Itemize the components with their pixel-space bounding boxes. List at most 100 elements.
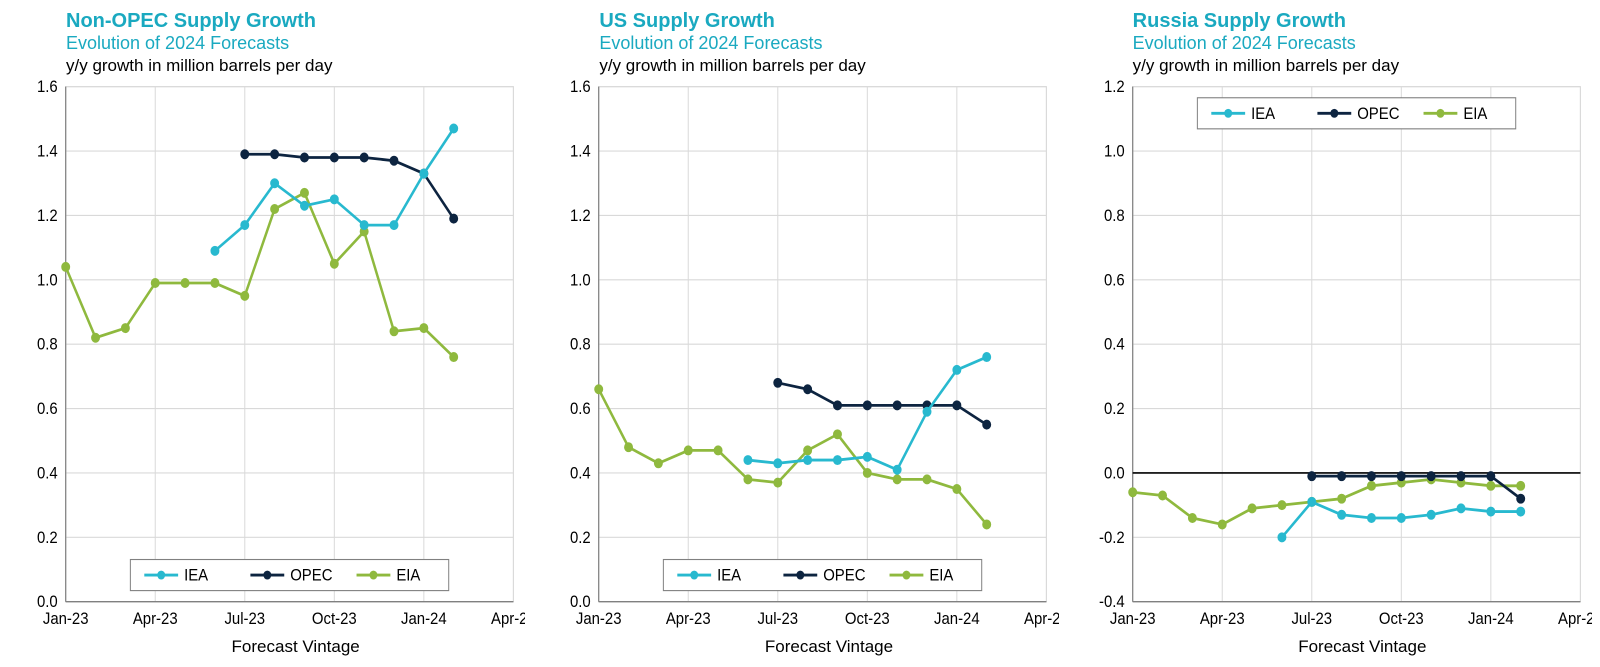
series-marker-iea: [390, 221, 398, 230]
series-marker-opec: [953, 401, 961, 410]
series-marker-eia: [864, 469, 872, 478]
series-marker-eia: [241, 291, 249, 300]
y-tick-label: 0.2: [1104, 400, 1125, 418]
y-tick-label: 1.4: [570, 143, 591, 161]
series-marker-eia: [1367, 481, 1375, 490]
y-tick-label: 1.2: [37, 207, 58, 225]
x-tick-label: Apr-24: [491, 610, 525, 628]
y-tick-label: 0.2: [570, 529, 591, 547]
series-marker-iea: [834, 456, 842, 465]
x-tick-label: Jan-24: [934, 610, 980, 628]
series-marker-eia: [1337, 494, 1345, 503]
y-axis-label: y/y growth in million barrels per day: [599, 56, 1058, 76]
legend-label-iea: IEA: [1251, 105, 1275, 123]
series-marker-opec: [894, 401, 902, 410]
x-axis-label: Forecast Vintage: [66, 637, 525, 657]
x-tick-label: Jan-23: [1110, 610, 1156, 628]
titles: US Supply GrowthEvolution of 2024 Foreca…: [599, 10, 1058, 76]
series-marker-eia: [121, 324, 129, 333]
series-marker-eia: [62, 262, 70, 271]
series-marker-eia: [595, 385, 603, 394]
plot-area: 0.00.20.40.60.81.01.21.41.6Jan-23Apr-23J…: [8, 80, 525, 635]
series-marker-iea: [864, 452, 872, 461]
y-tick-label: 0.6: [37, 400, 58, 418]
x-tick-label: Oct-23: [1379, 610, 1424, 628]
series-marker-opec: [983, 420, 991, 429]
panel-russia: Russia Supply GrowthEvolution of 2024 Fo…: [1067, 0, 1600, 667]
series-marker-opec: [1397, 472, 1405, 481]
y-tick-label: 0.8: [570, 336, 591, 354]
titles: Russia Supply GrowthEvolution of 2024 Fo…: [1133, 10, 1592, 76]
x-tick-label: Jul-23: [224, 610, 265, 628]
x-tick-label: Apr-23: [1200, 610, 1245, 628]
series-marker-opec: [1367, 472, 1375, 481]
chart-title: Russia Supply Growth: [1133, 10, 1592, 33]
series-marker-iea: [300, 201, 308, 210]
series-marker-iea: [1457, 504, 1465, 513]
series-marker-iea: [211, 246, 219, 255]
series-marker-eia: [271, 205, 279, 214]
series-marker-eia: [1128, 488, 1136, 497]
series-marker-eia: [1218, 520, 1226, 529]
legend-label-eia: EIA: [930, 567, 954, 585]
legend-label-eia: EIA: [396, 567, 420, 585]
y-tick-label: 0.4: [570, 465, 591, 483]
series-marker-eia: [450, 353, 458, 362]
series-marker-opec: [330, 153, 338, 162]
series-marker-iea: [1397, 514, 1405, 523]
x-tick-label: Jan-23: [43, 610, 89, 628]
series-marker-iea: [1367, 514, 1375, 523]
series-marker-eia: [804, 446, 812, 455]
legend-marker-iea: [157, 571, 165, 580]
legend-label-iea: IEA: [717, 567, 741, 585]
y-tick-label: 1.2: [1104, 80, 1125, 96]
series-marker-eia: [834, 430, 842, 439]
y-tick-label: 0.6: [1104, 272, 1125, 290]
series-marker-iea: [744, 456, 752, 465]
series-marker-eia: [953, 485, 961, 494]
y-tick-label: 0.2: [37, 529, 58, 547]
legend-marker-eia: [369, 571, 377, 580]
chart-title: US Supply Growth: [599, 10, 1058, 33]
x-tick-label: Apr-24: [1024, 610, 1058, 628]
series-marker-eia: [1487, 481, 1495, 490]
series-marker-opec: [1457, 472, 1465, 481]
legend-label-opec: OPEC: [824, 567, 866, 585]
series-marker-iea: [1487, 507, 1495, 516]
y-tick-label: 0.6: [570, 400, 591, 418]
legend-marker-opec: [263, 571, 271, 580]
x-tick-label: Jan-24: [401, 610, 447, 628]
series-marker-opec: [271, 150, 279, 159]
series-marker-iea: [894, 465, 902, 474]
y-axis-label: y/y growth in million barrels per day: [66, 56, 525, 76]
series-marker-eia: [923, 475, 931, 484]
series-marker-iea: [330, 195, 338, 204]
series-marker-iea: [1278, 533, 1286, 542]
chart-subtitle: Evolution of 2024 Forecasts: [599, 33, 1058, 54]
y-tick-label: 0.0: [37, 594, 58, 612]
series-marker-eia: [211, 279, 219, 288]
series-marker-opec: [834, 401, 842, 410]
legend-label-iea: IEA: [184, 567, 208, 585]
y-tick-label: 0.4: [1104, 336, 1125, 354]
series-marker-opec: [450, 214, 458, 223]
x-axis-label: Forecast Vintage: [1133, 637, 1592, 657]
series-marker-eia: [744, 475, 752, 484]
x-tick-label: Apr-24: [1558, 610, 1592, 628]
chart-title: Non-OPEC Supply Growth: [66, 10, 525, 33]
legend-marker-eia: [1436, 109, 1444, 118]
series-marker-iea: [1427, 510, 1435, 519]
y-tick-label: 0.8: [37, 336, 58, 354]
series-marker-iea: [1307, 497, 1315, 506]
x-tick-label: Apr-23: [133, 610, 178, 628]
series-marker-opec: [1487, 472, 1495, 481]
y-axis-label: y/y growth in million barrels per day: [1133, 56, 1592, 76]
chart-row: Non-OPEC Supply Growth Evolution of 2024 …: [0, 0, 1600, 667]
series-marker-opec: [241, 150, 249, 159]
series-marker-eia: [655, 459, 663, 468]
legend-marker-iea: [691, 571, 699, 580]
series-marker-eia: [685, 446, 693, 455]
series-marker-eia: [1278, 501, 1286, 510]
legend: IEA OPEC EIA: [664, 560, 982, 591]
plot-area: -0.4-0.20.00.20.40.60.81.01.2Jan-23Apr-2…: [1075, 80, 1592, 635]
